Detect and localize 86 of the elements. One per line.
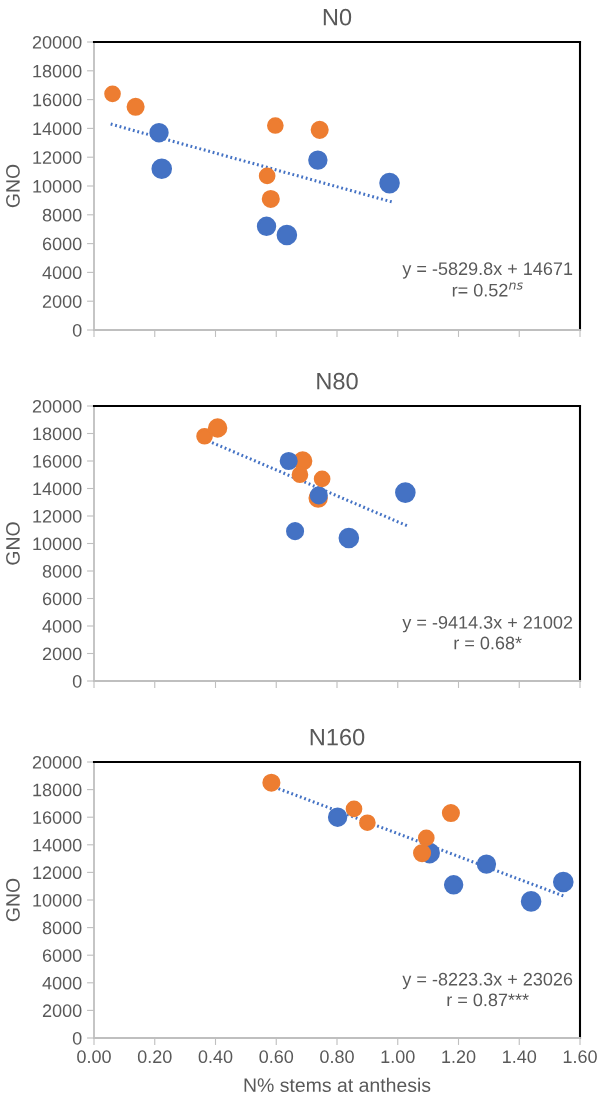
x-tick-label: 1.00 bbox=[381, 1050, 415, 1064]
point bbox=[262, 773, 281, 792]
point bbox=[104, 85, 121, 103]
point bbox=[520, 891, 542, 912]
point bbox=[345, 800, 363, 818]
chart-title: N0 bbox=[323, 8, 352, 26]
y-tick-label: 2000 bbox=[42, 295, 82, 308]
y-tick-label: 6000 bbox=[42, 237, 82, 251]
point bbox=[327, 807, 348, 827]
chart-title: N160 bbox=[310, 728, 365, 746]
y-tick-label: 4000 bbox=[42, 976, 82, 990]
x-tick-label: 0.60 bbox=[259, 1050, 294, 1064]
y-axis-title: GNO bbox=[6, 878, 20, 922]
y-tick-label: 10000 bbox=[33, 179, 82, 193]
x-tick-label: 0.40 bbox=[198, 1050, 233, 1064]
y-tick-label: 2000 bbox=[42, 647, 82, 661]
y-tick-label: 0 bbox=[72, 323, 82, 337]
point bbox=[149, 123, 169, 143]
y-tick-label: 18000 bbox=[33, 427, 82, 441]
y-tick-label: 0 bbox=[72, 1031, 82, 1045]
annotation: r= 0.52$^{ns}$ bbox=[452, 282, 523, 297]
y-tick-label: 8000 bbox=[42, 208, 82, 222]
point bbox=[258, 167, 276, 185]
y-axis-title: GNO bbox=[6, 164, 20, 208]
x-tick-label: 1.40 bbox=[503, 1050, 537, 1064]
point bbox=[279, 451, 298, 471]
point bbox=[308, 150, 328, 170]
point bbox=[261, 189, 280, 208]
point bbox=[395, 482, 416, 503]
chart-title: N80 bbox=[317, 372, 358, 390]
point bbox=[310, 120, 329, 139]
point bbox=[256, 216, 277, 237]
y-tick-label: 12000 bbox=[33, 151, 82, 164]
y-tick-label: 12000 bbox=[33, 866, 82, 880]
y-tick-label: 14000 bbox=[33, 838, 82, 852]
point bbox=[291, 466, 309, 484]
x-tick-label: 0.80 bbox=[320, 1050, 354, 1064]
point bbox=[417, 829, 435, 847]
y-tick-label: 18000 bbox=[33, 783, 82, 797]
annotation: r = 0.87*** bbox=[447, 993, 529, 1007]
x-tick-label: 1.20 bbox=[442, 1050, 476, 1064]
x-tick-label: 1.60 bbox=[563, 1050, 597, 1064]
point bbox=[196, 427, 213, 445]
y-tick-label: 12000 bbox=[33, 509, 82, 523]
x-tick-label: 0.20 bbox=[137, 1050, 172, 1064]
point bbox=[338, 527, 360, 549]
y-tick-label: 20000 bbox=[32, 35, 82, 49]
y-tick-label: 16000 bbox=[33, 811, 82, 824]
point bbox=[286, 522, 305, 541]
point bbox=[126, 97, 145, 116]
annotation: y = -9414.3x + 21002 bbox=[402, 616, 573, 633]
point bbox=[443, 875, 464, 895]
point bbox=[267, 117, 284, 134]
y-tick-label: 6000 bbox=[42, 949, 82, 962]
y-tick-label: 4000 bbox=[42, 619, 82, 633]
y-tick-label: 10000 bbox=[33, 893, 82, 907]
y-tick-label: 16000 bbox=[33, 93, 82, 107]
y-axis-title: GNO bbox=[6, 522, 20, 565]
point bbox=[476, 854, 497, 874]
y-tick-label: 14000 bbox=[33, 122, 82, 136]
point bbox=[379, 172, 400, 194]
point bbox=[313, 470, 331, 488]
point bbox=[552, 871, 574, 893]
y-tick-label: 20000 bbox=[32, 755, 82, 769]
x-axis-title: N% stems at anthesis bbox=[244, 1077, 431, 1093]
y-tick-label: 16000 bbox=[33, 454, 82, 468]
annotation: y = -5829.8x + 14671 bbox=[402, 262, 573, 279]
point bbox=[151, 158, 173, 180]
x-tick-label: 0.00 bbox=[77, 1050, 111, 1064]
point bbox=[359, 814, 376, 832]
y-tick-label: 6000 bbox=[42, 592, 82, 606]
point bbox=[207, 418, 228, 438]
annotation: r = 0.68* bbox=[454, 636, 522, 650]
y-tick-label: 8000 bbox=[42, 564, 82, 578]
y-tick-label: 0 bbox=[72, 674, 82, 688]
point bbox=[441, 804, 460, 823]
point bbox=[276, 224, 298, 246]
point bbox=[413, 844, 432, 863]
y-tick-label: 10000 bbox=[33, 537, 82, 551]
y-tick-label: 4000 bbox=[42, 266, 82, 280]
y-tick-label: 20000 bbox=[32, 399, 82, 413]
y-tick-label: 8000 bbox=[42, 921, 82, 935]
y-tick-label: 2000 bbox=[42, 1004, 82, 1018]
annotation: y = -8223.3x + 23026 bbox=[402, 972, 573, 990]
y-tick-label: 18000 bbox=[33, 64, 82, 78]
y-tick-label: 14000 bbox=[33, 482, 82, 496]
